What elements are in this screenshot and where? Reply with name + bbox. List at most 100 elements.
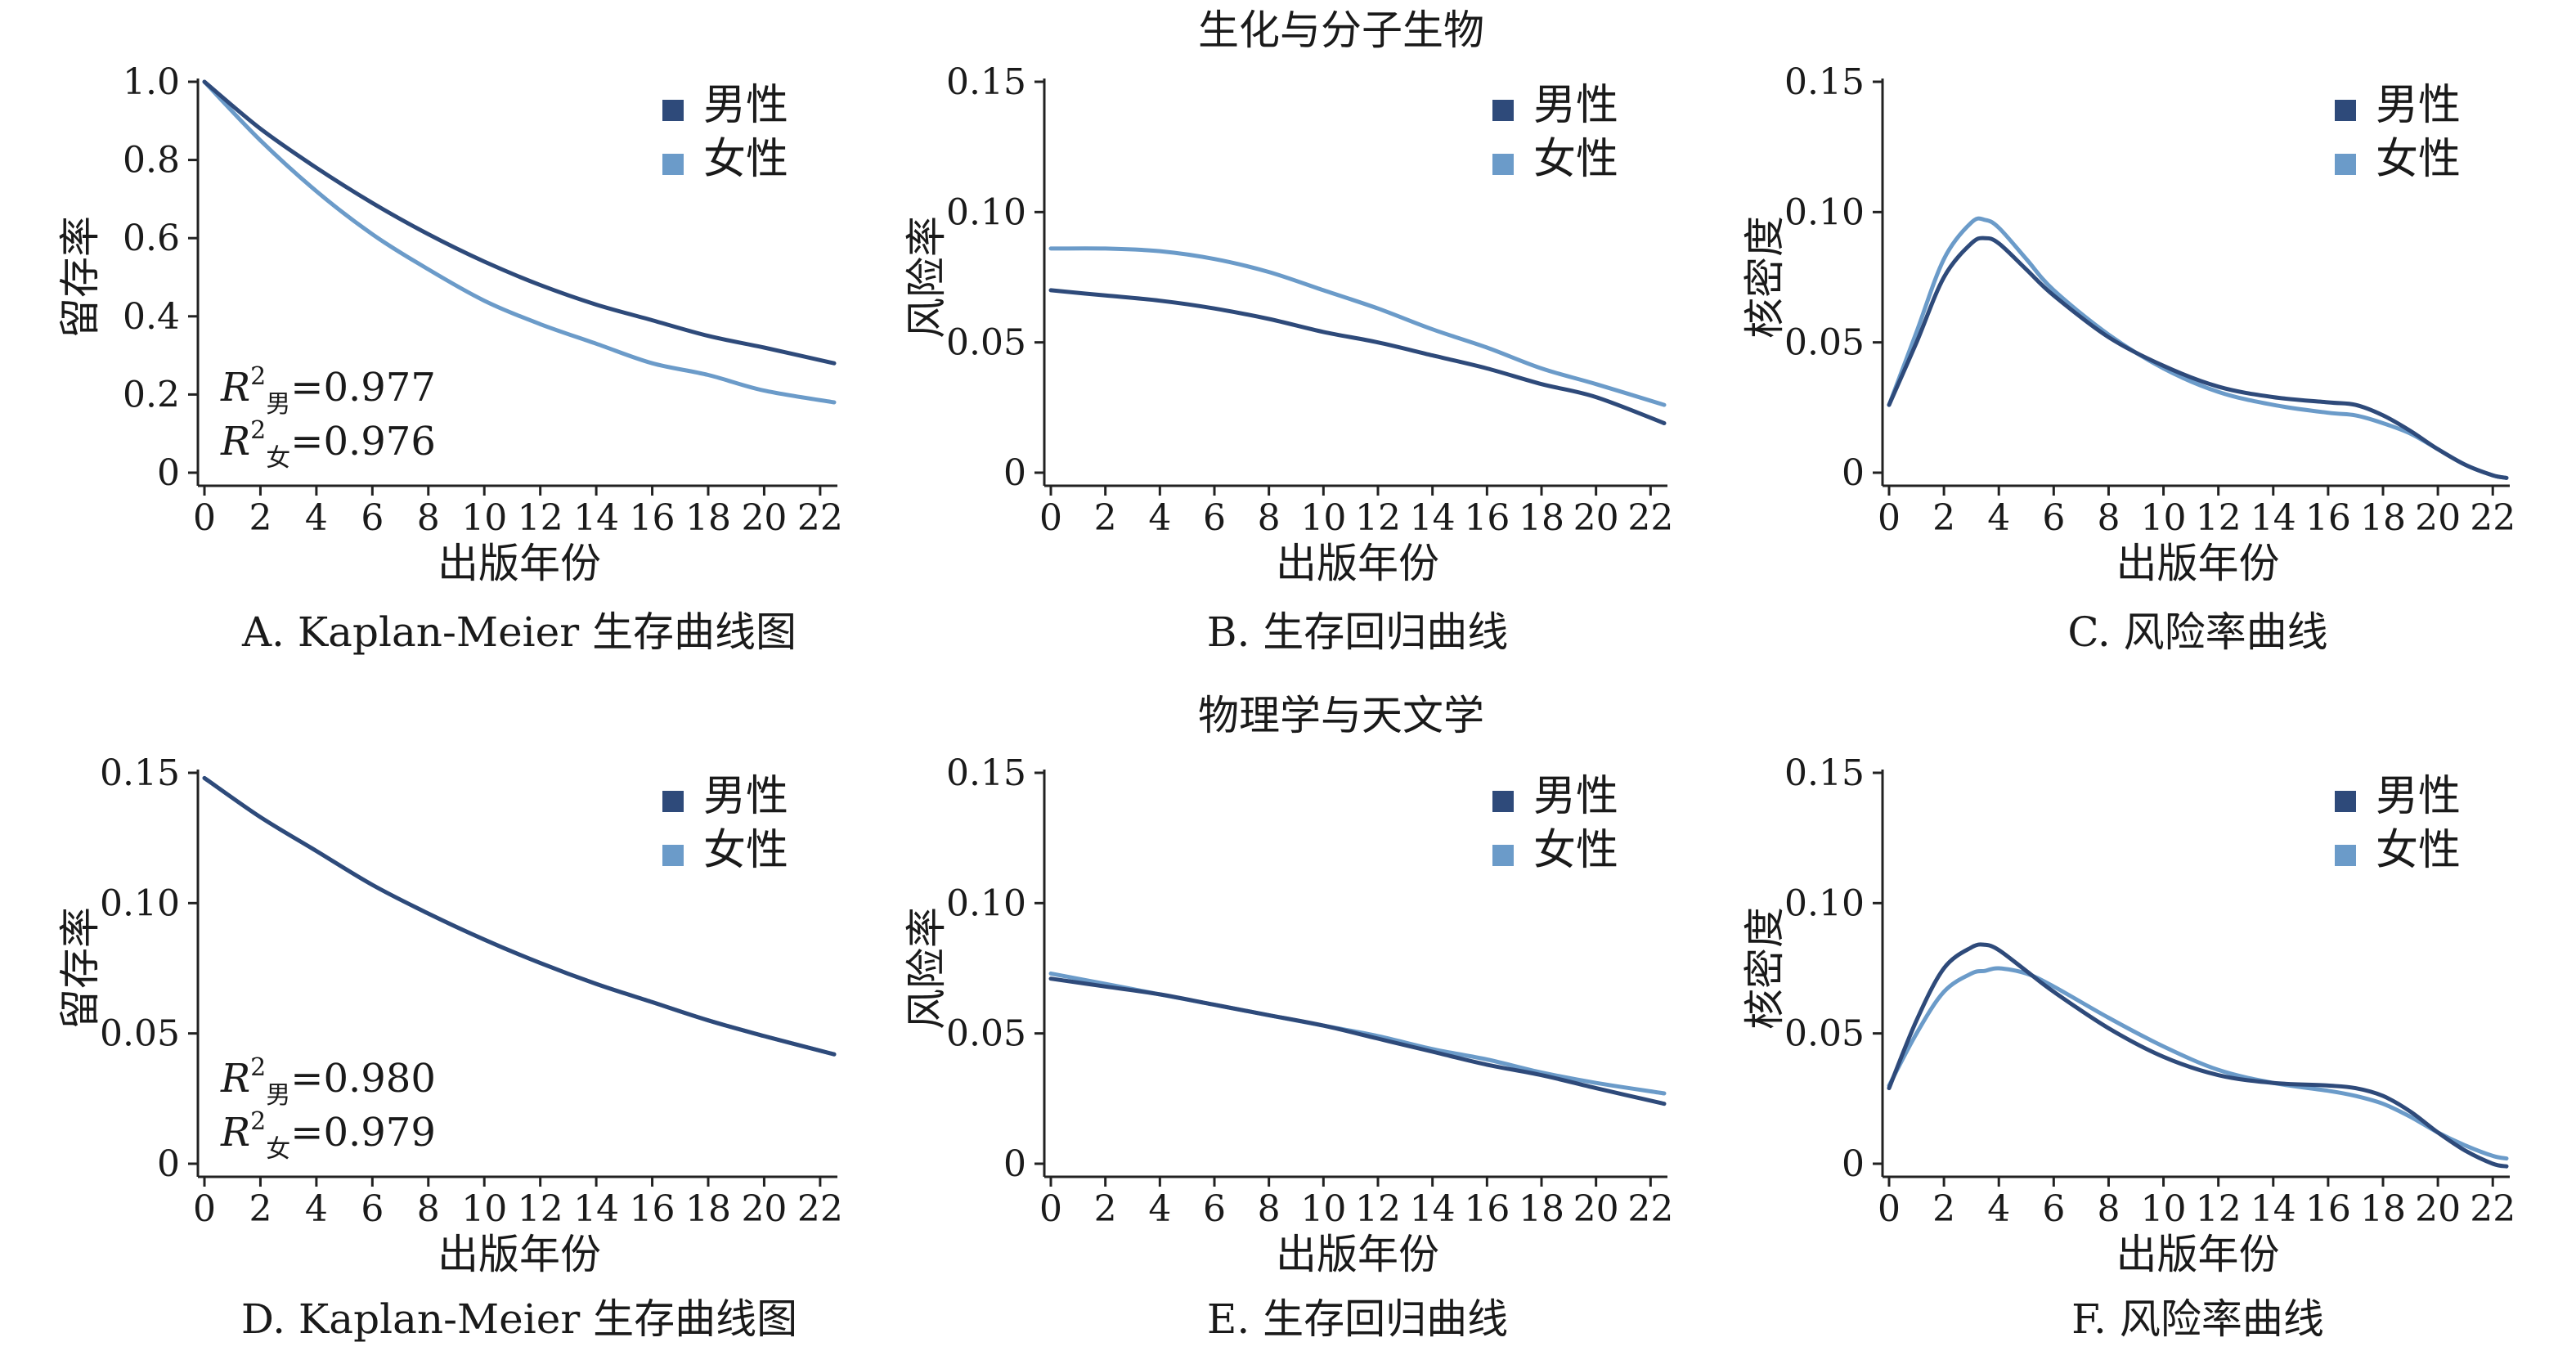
x-tick-label: 4 [1987, 1188, 2010, 1230]
x-tick-label: 10 [2141, 497, 2187, 539]
series-line-male [202, 79, 837, 366]
legend-label-female: 女性 [2376, 135, 2461, 184]
x-tick-label: 14 [573, 1188, 619, 1230]
x-tick-label: 2 [1932, 1188, 1955, 1230]
legend-label-male: 男性 [703, 81, 788, 130]
x-tick-label: 20 [741, 1188, 787, 1230]
x-tick-label: 18 [1519, 1188, 1564, 1230]
y-tick-label: 0.15 [100, 752, 180, 794]
x-tick-label: 12 [518, 497, 563, 539]
legend-swatch-female [662, 154, 684, 175]
x-tick-label: 8 [2097, 497, 2120, 539]
x-axis-label: 出版年份 [438, 540, 601, 587]
legend-swatch-female [1492, 154, 1514, 175]
x-tick-label: 10 [2141, 1188, 2187, 1230]
x-tick-label: 0 [193, 1188, 216, 1230]
x-tick-label: 14 [2251, 497, 2296, 539]
legend-swatch-female [2335, 845, 2356, 866]
y-tick-label: 0 [1003, 452, 1026, 494]
x-tick-label: 14 [1410, 1188, 1456, 1230]
section-title-top: 生化与分子生物 [1198, 7, 1484, 54]
x-tick-label: 4 [305, 1188, 328, 1230]
x-axis-label: 出版年份 [1276, 540, 1439, 587]
x-tick-label: 4 [1148, 1188, 1171, 1230]
x-tick-label: 16 [2305, 497, 2351, 539]
legend-swatch-female [1492, 845, 1514, 866]
x-tick-label: 12 [2196, 1188, 2242, 1230]
series-line-male [1048, 976, 1667, 1106]
r-squared-annotation: R2女=0.976 [220, 416, 436, 473]
x-tick-label: 8 [417, 497, 440, 539]
x-tick-label: 10 [1300, 1188, 1346, 1230]
chart-F: 00.050.100.150 2 4 6 8 10 12 14 16 18 20 22出版年份核密度F… [1741, 752, 2515, 1343]
r-squared-annotation: R2女=0.979 [220, 1107, 436, 1164]
legend-swatch-male [662, 100, 684, 121]
x-axis-label: 出版年份 [2116, 540, 2280, 587]
x-tick-label: 10 [461, 1188, 507, 1230]
x-tick-label: 22 [797, 1188, 843, 1230]
y-tick-label: 0.8 [123, 140, 180, 182]
series-line-male [1887, 236, 2509, 480]
x-tick-label: 6 [2042, 497, 2065, 539]
chart-C: 00.050.100.150 2 4 6 8 10 12 14 16 18 20 22出版年份核密度C… [1741, 61, 2515, 656]
x-tick-label: 2 [249, 1188, 272, 1230]
series-line-male [1048, 288, 1667, 425]
y-axis-label: 留存率 [56, 907, 104, 1030]
panel-caption: E. 生存回归曲线 [1207, 1295, 1508, 1343]
x-tick-label: 10 [1300, 497, 1346, 539]
legend-label-female: 女性 [2376, 826, 2461, 875]
x-tick-label: 18 [1519, 497, 1564, 539]
x-tick-label: 2 [1094, 497, 1117, 539]
x-tick-label: 0 [1039, 1188, 1062, 1230]
x-tick-label: 2 [1932, 497, 1955, 539]
x-tick-label: 12 [2196, 497, 2242, 539]
x-tick-label: 22 [797, 497, 843, 539]
legend-label-male: 男性 [2376, 81, 2461, 130]
x-tick-label: 16 [1464, 1188, 1510, 1230]
y-tick-label: 0.15 [1784, 752, 1865, 794]
y-axis-label: 留存率 [56, 216, 104, 339]
chart-panels: 00.20.40.60.81.00 2 4 6 8 10 12 14 16 18 20 22出版年份留… [56, 61, 2515, 1343]
r-squared-annotation: R2男=0.980 [220, 1053, 436, 1110]
x-tick-label: 6 [1203, 497, 1226, 539]
x-tick-label: 14 [573, 497, 619, 539]
x-tick-label: 22 [1627, 497, 1673, 539]
y-tick-label: 0.05 [1784, 1013, 1865, 1055]
legend-label-male: 男性 [1533, 772, 1618, 821]
legend-label-male: 男性 [703, 772, 788, 821]
y-tick-label: 0.10 [946, 191, 1026, 233]
y-tick-label: 0.4 [123, 296, 180, 338]
panel-caption: B. 生存回归曲线 [1207, 608, 1509, 656]
x-tick-label: 8 [1258, 1188, 1281, 1230]
series-line-female [202, 79, 837, 405]
x-tick-label: 16 [630, 1188, 675, 1230]
y-tick-label: 0.10 [1784, 191, 1865, 233]
x-tick-label: 20 [1573, 497, 1619, 539]
legend-label-female: 女性 [1533, 826, 1618, 875]
legend-label-female: 女性 [703, 135, 788, 184]
y-tick-label: 0 [1003, 1143, 1026, 1185]
x-tick-label: 8 [2097, 1188, 2120, 1230]
x-tick-label: 18 [685, 497, 731, 539]
panel-caption: F. 风险率曲线 [2071, 1295, 2324, 1343]
legend-swatch-female [2335, 154, 2356, 175]
y-tick-label: 0.05 [946, 1013, 1026, 1055]
x-tick-label: 2 [1094, 1188, 1117, 1230]
x-tick-label: 0 [1039, 497, 1062, 539]
y-tick-label: 0.10 [100, 882, 180, 924]
x-tick-label: 0 [1878, 497, 1901, 539]
x-axis-label: 出版年份 [2116, 1231, 2280, 1278]
y-tick-label: 0.05 [946, 322, 1026, 364]
series-line-male [1887, 942, 2509, 1169]
x-tick-label: 8 [1258, 497, 1281, 539]
x-tick-label: 18 [685, 1188, 731, 1230]
x-axis-label: 出版年份 [438, 1231, 601, 1278]
section-title-bottom: 物理学与天文学 [1198, 692, 1484, 739]
x-tick-label: 16 [2305, 1188, 2351, 1230]
legend-label-male: 男性 [1533, 81, 1618, 130]
legend-swatch-male [662, 791, 684, 812]
panel-caption: C. 风险率曲线 [2067, 608, 2327, 656]
y-tick-label: 0.05 [1784, 322, 1865, 364]
y-tick-label: 0.15 [946, 61, 1026, 103]
x-tick-label: 22 [2470, 497, 2515, 539]
